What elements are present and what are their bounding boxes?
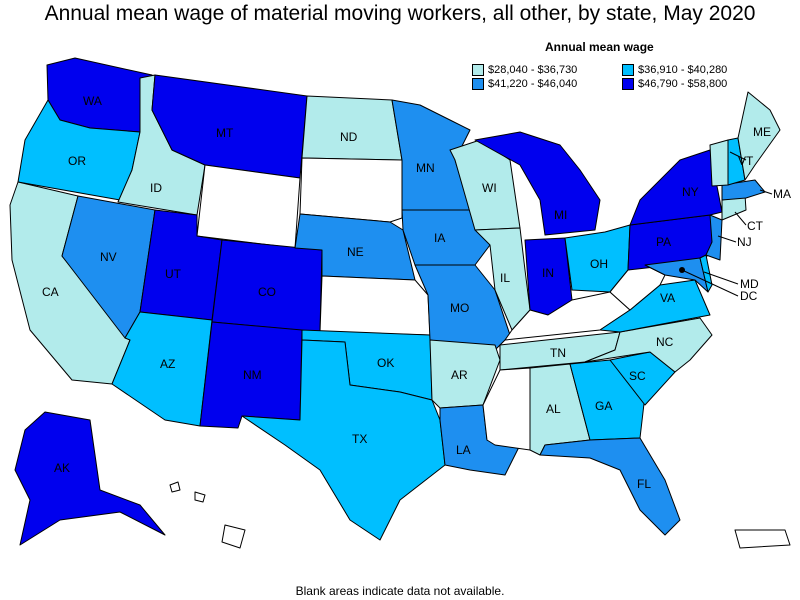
legend-label: $28,040 - $36,730 — [488, 64, 578, 76]
state-label-DC: DC — [740, 289, 758, 303]
leader-line-DC — [681, 269, 739, 297]
state-label-NC: NC — [656, 335, 674, 349]
legend-item-tier-1: $36,910 - $40,280 — [622, 64, 782, 76]
state-label-LA: LA — [456, 443, 471, 457]
leader-lines — [681, 151, 773, 297]
legend-swatch — [472, 78, 484, 90]
legend-item-tier-2: $41,220 - $46,040 — [472, 78, 622, 90]
state-label-OK: OK — [377, 356, 394, 370]
state-label-UT: UT — [165, 267, 182, 281]
state-label-MD: MD — [740, 277, 759, 291]
state-label-OH: OH — [590, 257, 608, 271]
legend-swatch — [622, 78, 634, 90]
legend: $28,040 - $36,730 $36,910 - $40,280 $41,… — [472, 64, 792, 90]
state-label-TX: TX — [352, 432, 367, 446]
legend-label: $46,790 - $58,800 — [638, 78, 728, 90]
state-label-NM: NM — [243, 368, 262, 382]
state-label-IL: IL — [500, 271, 510, 285]
footnote: Blank areas indicate data not available. — [295, 584, 505, 598]
legend-item-tier-3: $46,790 - $58,800 — [622, 78, 782, 90]
state-label-CO: CO — [258, 285, 276, 299]
state-NC[interactable] — [584, 317, 713, 373]
state-WY[interactable] — [196, 164, 301, 249]
state-label-NE: NE — [347, 245, 364, 259]
legend-label: $41,220 - $46,040 — [488, 78, 578, 90]
state-label-AR: AR — [451, 368, 468, 382]
state-label-IN: IN — [542, 266, 554, 280]
state-AK[interactable] — [14, 411, 166, 546]
state-HI[interactable] — [169, 481, 246, 549]
state-label-AL: AL — [546, 402, 561, 416]
state-NY[interactable] — [629, 149, 723, 226]
state-ND[interactable] — [301, 95, 403, 161]
state-label-MT: MT — [216, 126, 234, 140]
state-label-NV: NV — [100, 250, 117, 264]
state-MA[interactable] — [721, 179, 766, 201]
state-label-FL: FL — [637, 477, 651, 491]
state-KS[interactable] — [319, 275, 431, 336]
state-label-SC: SC — [629, 369, 646, 383]
state-label-MN: MN — [416, 161, 435, 175]
state-label-IA: IA — [434, 231, 445, 245]
map-title: Annual mean wage of material moving work… — [44, 2, 756, 25]
state-label-NJ: NJ — [737, 235, 752, 249]
state-label-VT: VT — [738, 154, 754, 168]
state-label-OR: OR — [68, 154, 86, 168]
state-label-NY: NY — [682, 185, 699, 199]
leader-line-CT — [734, 211, 747, 226]
state-label-WI: WI — [482, 181, 497, 195]
state-ME[interactable] — [737, 91, 781, 181]
state-MI[interactable] — [474, 131, 601, 236]
state-VT[interactable] — [709, 139, 729, 187]
leader-line-MD — [703, 271, 739, 285]
state-label-ID: ID — [150, 181, 162, 195]
state-label-CA: CA — [42, 285, 59, 299]
state-label-PA: PA — [656, 235, 671, 249]
leader-line-MA — [759, 189, 773, 195]
state-label-AK: AK — [54, 461, 70, 475]
state-label-ME: ME — [753, 125, 771, 139]
state-label-CT: CT — [747, 219, 764, 233]
state-label-ND: ND — [340, 130, 358, 144]
leader-line-NJ — [717, 235, 737, 243]
state-label-MA: MA — [773, 187, 791, 201]
state-NJ[interactable] — [705, 214, 723, 261]
legend-label: $36,910 - $40,280 — [638, 64, 728, 76]
state-label-TN: TN — [550, 346, 566, 360]
state-label-MI: MI — [554, 208, 567, 222]
state-label-VA: VA — [660, 291, 675, 305]
state-TX[interactable] — [241, 339, 446, 541]
state-FL[interactable] — [539, 437, 681, 536]
state-MO[interactable] — [414, 264, 511, 351]
leader-line-VT — [729, 151, 747, 161]
state-SD[interactable] — [299, 157, 403, 223]
state-MD[interactable] — [644, 257, 709, 293]
state-label-MO: MO — [450, 301, 469, 315]
state-PR[interactable] — [734, 529, 791, 549]
legend-item-tier-0: $28,040 - $36,730 — [472, 64, 622, 76]
legend-title: Annual mean wage — [545, 40, 654, 54]
legend-swatch — [472, 64, 484, 76]
state-label-GA: GA — [595, 399, 612, 413]
state-label-WA: WA — [83, 94, 102, 108]
state-label-AZ: AZ — [160, 357, 175, 371]
legend-swatch — [622, 64, 634, 76]
state-labels: WA OR CA ID NV MT UT AZ CO NM ND NE OK T… — [42, 94, 791, 491]
